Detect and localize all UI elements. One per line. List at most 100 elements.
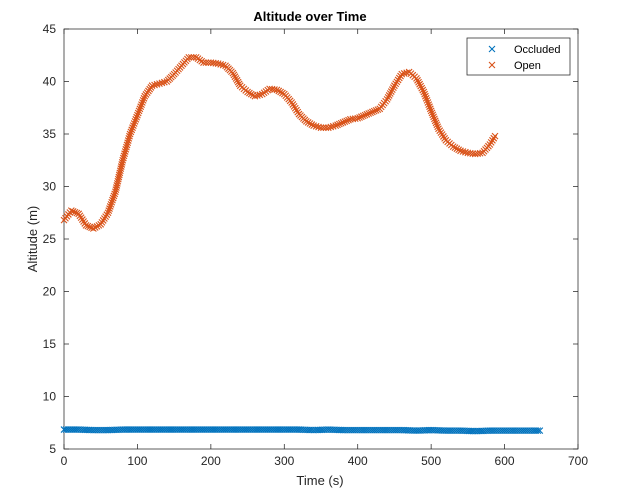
data-point — [200, 59, 207, 66]
series-layer — [60, 53, 544, 435]
data-point — [334, 121, 341, 129]
data-point — [324, 124, 332, 132]
data-point — [126, 130, 134, 138]
data-point — [114, 177, 122, 185]
data-point — [71, 208, 79, 216]
x-tick-label: 600 — [495, 454, 515, 468]
data-point — [400, 70, 408, 77]
data-point — [365, 110, 373, 117]
data-point — [491, 132, 499, 140]
data-point — [302, 118, 310, 125]
y-tick-label: 40 — [43, 75, 57, 89]
data-point — [131, 118, 139, 125]
data-point — [244, 88, 251, 96]
data-point — [308, 121, 316, 128]
x-tick-label: 700 — [568, 454, 588, 468]
data-point — [106, 205, 113, 212]
data-point — [121, 150, 128, 158]
data-point — [424, 99, 432, 106]
data-point — [190, 53, 198, 61]
series-open — [60, 53, 499, 232]
data-point — [345, 116, 352, 124]
x-axis-label: Time (s) — [296, 473, 343, 488]
data-point — [156, 80, 163, 87]
data-point — [359, 112, 367, 120]
data-point — [67, 207, 75, 215]
legend: Occluded Open — [466, 37, 571, 76]
plot-frame — [63, 28, 579, 450]
data-point — [247, 90, 255, 98]
data-point — [125, 134, 133, 142]
series-occluded — [60, 426, 544, 435]
data-point — [388, 86, 396, 93]
data-point — [354, 114, 362, 122]
data-point — [115, 171, 123, 179]
y-tick-label: 5 — [49, 442, 56, 456]
data-point — [123, 141, 131, 149]
data-point — [356, 114, 363, 121]
data-point — [419, 86, 427, 94]
data-point — [414, 76, 421, 84]
data-point — [120, 152, 128, 160]
data-point — [386, 90, 394, 97]
data-point — [160, 78, 168, 86]
x-tick-label: 0 — [61, 454, 68, 468]
data-point — [457, 147, 464, 155]
data-point — [426, 105, 434, 113]
data-point — [130, 120, 138, 127]
plot-area — [63, 28, 579, 450]
data-point — [387, 88, 395, 95]
data-point — [429, 111, 437, 119]
data-point — [427, 107, 435, 115]
data-point — [127, 128, 135, 136]
y-axis-label: Altitude (m) — [25, 206, 40, 272]
chart-title: Altitude over Time — [253, 9, 366, 24]
y-tick-label: 30 — [43, 180, 57, 194]
y-tick-label: 45 — [43, 22, 57, 36]
data-point — [312, 122, 320, 130]
data-point — [122, 145, 130, 153]
data-point — [104, 209, 112, 217]
data-point — [82, 221, 90, 229]
data-point — [431, 115, 438, 123]
data-point — [135, 107, 143, 115]
data-point — [124, 139, 132, 147]
data-point — [476, 149, 484, 157]
data-point — [332, 122, 340, 129]
data-point — [277, 88, 285, 96]
data-point — [418, 84, 426, 92]
x-tick-label: 500 — [421, 454, 441, 468]
data-point — [116, 167, 124, 175]
data-point — [433, 121, 441, 129]
data-point — [89, 225, 97, 232]
data-point — [137, 103, 145, 111]
data-point — [112, 188, 119, 196]
data-point — [256, 91, 264, 99]
data-point — [151, 81, 158, 89]
data-point — [385, 92, 393, 99]
data-point — [113, 179, 121, 187]
data-point — [118, 158, 126, 166]
data-point — [219, 61, 227, 69]
data-point — [329, 122, 337, 130]
data-point — [112, 186, 120, 194]
data-point — [251, 92, 259, 100]
data-point — [361, 111, 369, 119]
data-point — [93, 223, 101, 230]
data-point — [341, 118, 349, 126]
data-point — [136, 105, 144, 113]
data-point — [357, 113, 365, 121]
data-point — [310, 122, 318, 129]
data-point — [202, 59, 210, 66]
data-point — [337, 119, 345, 127]
data-point — [253, 92, 261, 99]
data-point — [69, 208, 77, 215]
data-point — [455, 146, 463, 154]
data-point — [111, 190, 119, 198]
data-point — [370, 107, 378, 115]
y-tick-label: 10 — [43, 390, 57, 404]
legend-entry: Open — [514, 60, 541, 72]
legend-entry: Occluded — [514, 44, 560, 56]
data-point — [469, 150, 477, 157]
